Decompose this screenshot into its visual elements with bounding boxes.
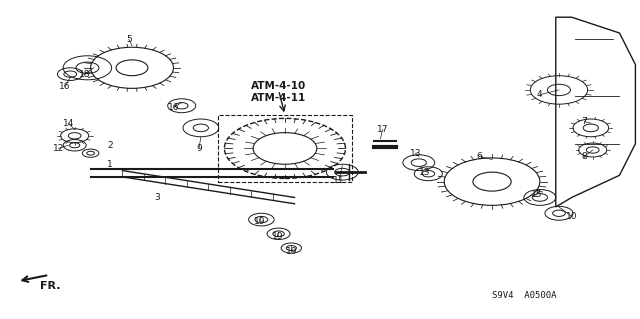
- Text: 13: 13: [410, 149, 421, 158]
- Text: 18: 18: [79, 70, 90, 78]
- Text: ATM-4-10
ATM-4-11: ATM-4-10 ATM-4-11: [251, 81, 306, 103]
- Text: 9: 9: [196, 144, 202, 153]
- Text: 17: 17: [377, 125, 388, 134]
- Text: 8: 8: [582, 152, 588, 161]
- Text: S9V4  A0500A: S9V4 A0500A: [492, 291, 556, 300]
- Text: 1: 1: [107, 160, 113, 169]
- Text: 19: 19: [271, 233, 283, 241]
- Text: 3: 3: [155, 193, 161, 202]
- Text: 4: 4: [537, 90, 543, 99]
- Text: 11: 11: [333, 175, 345, 185]
- Text: 19: 19: [285, 247, 297, 256]
- Text: 7: 7: [582, 117, 588, 126]
- Text: 10: 10: [566, 212, 577, 221]
- Text: 12: 12: [53, 144, 65, 153]
- Text: 19: 19: [253, 217, 265, 226]
- Text: FR.: FR.: [40, 281, 60, 291]
- Text: 15: 15: [531, 190, 543, 199]
- Text: 2: 2: [107, 141, 113, 150]
- Text: 14: 14: [63, 119, 74, 128]
- Text: 16: 16: [168, 103, 179, 112]
- Text: 5: 5: [126, 35, 132, 44]
- Text: 6: 6: [476, 152, 482, 161]
- Text: 13: 13: [419, 168, 431, 177]
- Text: 16: 16: [60, 82, 71, 91]
